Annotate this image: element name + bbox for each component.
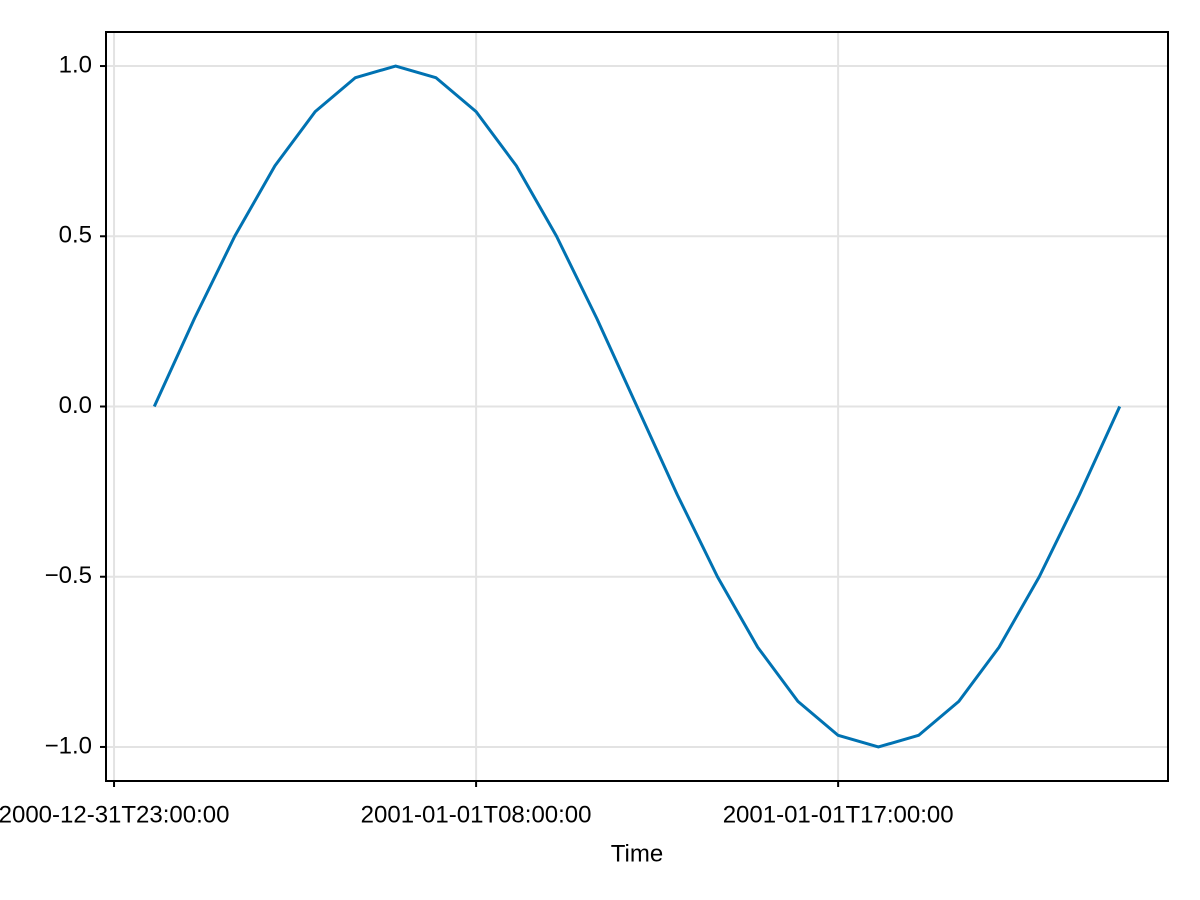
y-tick-label: −0.5 bbox=[45, 562, 92, 589]
y-tick-label: 0.0 bbox=[59, 392, 92, 419]
x-axis-label: Time bbox=[611, 840, 663, 867]
y-tick-label: −1.0 bbox=[45, 732, 92, 759]
x-tick-label: 2000-12-31T23:00:00 bbox=[0, 801, 229, 828]
plot-frame bbox=[105, 31, 1169, 782]
line-series bbox=[152, 64, 1122, 749]
x-tick-label: 2001-01-01T08:00:00 bbox=[361, 801, 592, 828]
y-tick-label: 0.5 bbox=[59, 222, 92, 249]
x-tick-label: 2001-01-01T17:00:00 bbox=[723, 801, 954, 828]
y-tick-label: 1.0 bbox=[59, 51, 92, 78]
